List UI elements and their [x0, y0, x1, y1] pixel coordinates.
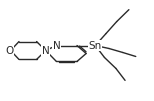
- Text: N: N: [53, 41, 60, 50]
- Text: N: N: [42, 45, 50, 56]
- Text: Sn: Sn: [89, 41, 102, 50]
- Text: O: O: [6, 45, 14, 56]
